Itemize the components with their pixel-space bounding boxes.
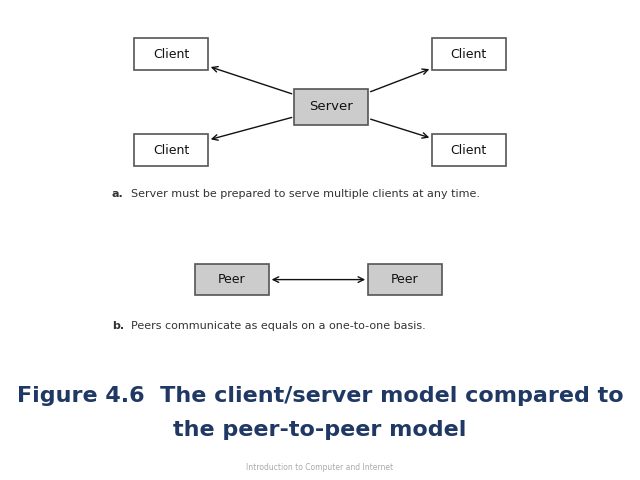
Text: Client: Client (451, 48, 487, 60)
Text: Peer: Peer (391, 273, 419, 286)
Text: Server must be prepared to serve multiple clients at any time.: Server must be prepared to serve multipl… (131, 190, 480, 199)
Text: Figure 4.6  The client/server model compared to: Figure 4.6 The client/server model compa… (17, 386, 623, 406)
Text: b.: b. (112, 322, 124, 331)
Text: Introduction to Computer and Internet: Introduction to Computer and Internet (246, 464, 394, 472)
Text: Peers communicate as equals on a one-to-one basis.: Peers communicate as equals on a one-to-… (131, 322, 426, 331)
Text: the peer-to-peer model: the peer-to-peer model (173, 420, 467, 440)
FancyBboxPatch shape (294, 89, 368, 125)
FancyBboxPatch shape (134, 134, 208, 166)
FancyBboxPatch shape (432, 38, 506, 70)
FancyBboxPatch shape (134, 38, 208, 70)
Text: Peer: Peer (218, 273, 246, 286)
FancyBboxPatch shape (368, 264, 442, 295)
Text: a.: a. (112, 190, 124, 199)
Text: Client: Client (153, 144, 189, 156)
Text: Client: Client (153, 48, 189, 60)
FancyBboxPatch shape (195, 264, 269, 295)
Text: Client: Client (451, 144, 487, 156)
FancyBboxPatch shape (432, 134, 506, 166)
Text: Server: Server (309, 100, 353, 113)
